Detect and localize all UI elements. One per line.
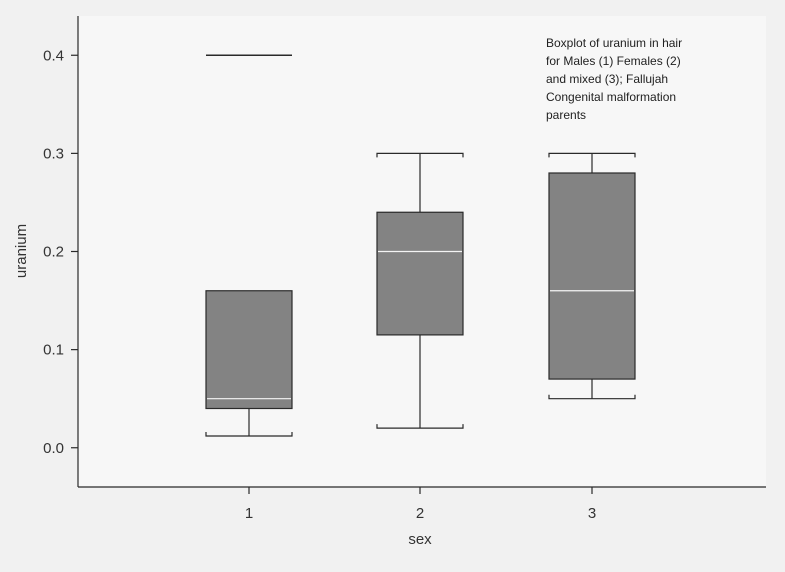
y-axis-ticks: 0.0 0.1 0.2 0.3 0.4 bbox=[43, 47, 78, 457]
y-tick-label: 0.2 bbox=[43, 244, 64, 261]
annotation-line: and mixed (3); Fallujah bbox=[546, 72, 668, 86]
annotation-line: for Males (1) Females (2) bbox=[546, 54, 681, 68]
x-tick-label: 2 bbox=[416, 505, 424, 522]
annotation-line: Boxplot of uranium in hair bbox=[546, 36, 682, 50]
lower-whisker-cap bbox=[376, 424, 464, 429]
box-group-1 bbox=[205, 54, 293, 437]
y-tick-label: 0.1 bbox=[43, 342, 64, 359]
x-axis-ticks: 1 2 3 bbox=[245, 487, 596, 522]
upper-whisker-cap bbox=[376, 152, 464, 158]
y-tick-label: 0.4 bbox=[43, 47, 64, 64]
x-tick-label: 1 bbox=[245, 505, 253, 522]
box-group-2 bbox=[376, 152, 464, 429]
box-series bbox=[205, 54, 636, 437]
box-group-3 bbox=[548, 152, 636, 400]
box-iqr bbox=[548, 172, 636, 380]
box-iqr bbox=[376, 211, 464, 336]
lower-whisker-cap bbox=[548, 394, 636, 400]
y-tick-label: 0.0 bbox=[43, 440, 64, 457]
upper-whisker-cap bbox=[548, 152, 636, 158]
lower-whisker-cap bbox=[205, 431, 293, 437]
y-axis-title: uranium bbox=[13, 224, 30, 278]
y-tick-label: 0.3 bbox=[43, 145, 64, 162]
box-iqr bbox=[205, 290, 293, 410]
x-tick-label: 3 bbox=[588, 505, 596, 522]
annotation-line: Congenital malformation bbox=[546, 90, 676, 104]
annotation-line: parents bbox=[546, 108, 586, 122]
chart-annotation: Boxplot of uranium in hair for Males (1) … bbox=[546, 36, 682, 122]
x-axis-title: sex bbox=[408, 531, 432, 548]
